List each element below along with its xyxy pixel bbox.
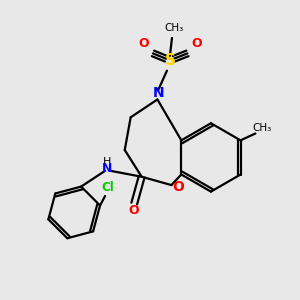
Text: O: O	[139, 38, 149, 50]
Text: Cl: Cl	[101, 181, 114, 194]
Text: O: O	[172, 181, 184, 194]
Text: H: H	[103, 158, 111, 167]
Text: CH₃: CH₃	[165, 23, 184, 33]
Text: N: N	[153, 86, 165, 100]
Text: O: O	[128, 204, 139, 218]
Text: S: S	[164, 53, 175, 68]
Text: N: N	[102, 162, 112, 175]
Text: O: O	[191, 38, 202, 50]
Text: CH₃: CH₃	[253, 123, 272, 133]
